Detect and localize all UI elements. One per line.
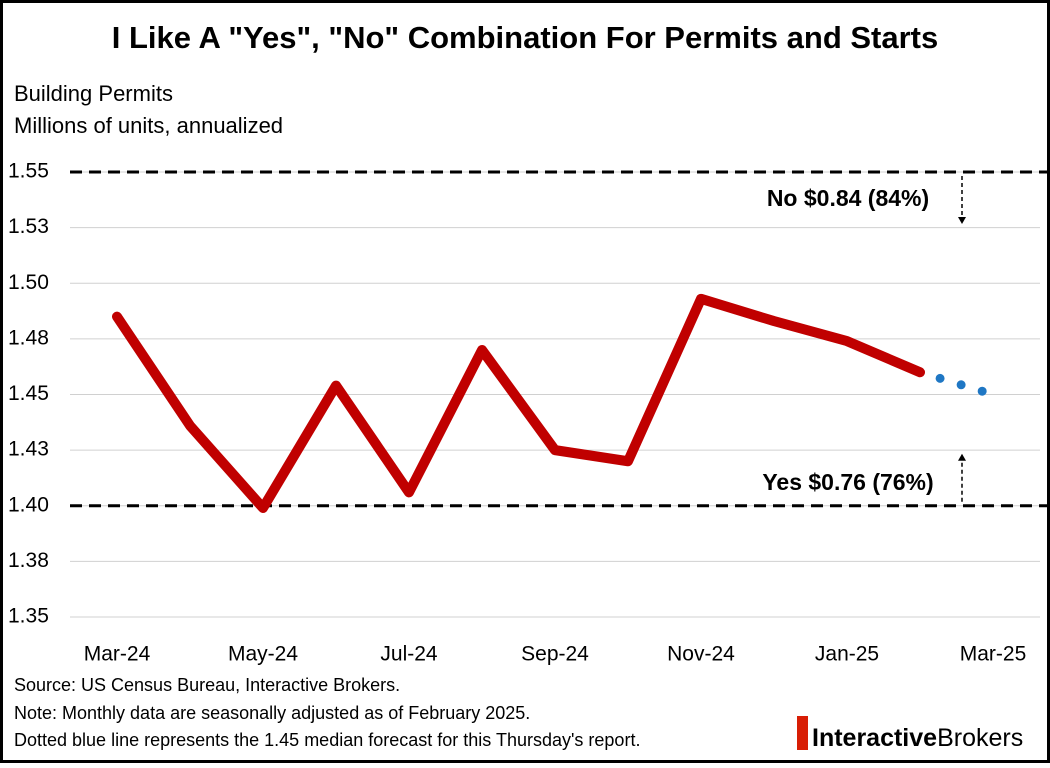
x-tick-label: Nov-24: [667, 643, 735, 666]
x-tick-label: Mar-24: [84, 643, 151, 666]
data-line: [915, 367, 998, 399]
data-line: [112, 293, 925, 513]
x-tick-label: Jul-24: [380, 643, 438, 666]
note: Dotted blue line represents the 1.45 med…: [14, 730, 640, 750]
x-tick-label: Mar-25: [960, 643, 1027, 666]
arrow-head: [958, 453, 966, 461]
x-tick-label: Jan-25: [815, 643, 879, 666]
annotation: No $0.84 (84%): [767, 185, 929, 211]
y-tick-label: 1.40: [8, 493, 49, 516]
logo: InteractiveBrokers: [812, 724, 1023, 752]
x-tick-label: May-24: [228, 643, 298, 666]
note: Note: Monthly data are seasonally adjust…: [14, 703, 530, 723]
y-tick-label: 1.50: [8, 271, 49, 294]
logo-part: Interactive: [812, 724, 937, 752]
subtitle: Millions of units, annualized: [14, 113, 283, 138]
x-tick-label: Sep-24: [521, 643, 589, 666]
subtitle: Building Permits: [14, 81, 173, 106]
logo-part: Brokers: [937, 724, 1023, 752]
y-tick-label: 1.53: [8, 215, 49, 238]
y-tick-label: 1.38: [8, 549, 49, 572]
chart-title: I Like A "Yes", "No" Combination For Per…: [112, 20, 938, 55]
logo-icon: [797, 716, 808, 750]
annotation: Yes $0.76 (76%): [762, 469, 933, 495]
y-tick-label: 1.55: [8, 160, 49, 183]
arrow-head: [958, 217, 966, 224]
y-tick-label: 1.48: [8, 326, 49, 349]
y-tick-label: 1.43: [8, 438, 49, 461]
note: Source: US Census Bureau, Interactive Br…: [14, 675, 400, 695]
y-tick-label: 1.45: [8, 382, 49, 405]
y-tick-label: 1.35: [8, 605, 49, 628]
